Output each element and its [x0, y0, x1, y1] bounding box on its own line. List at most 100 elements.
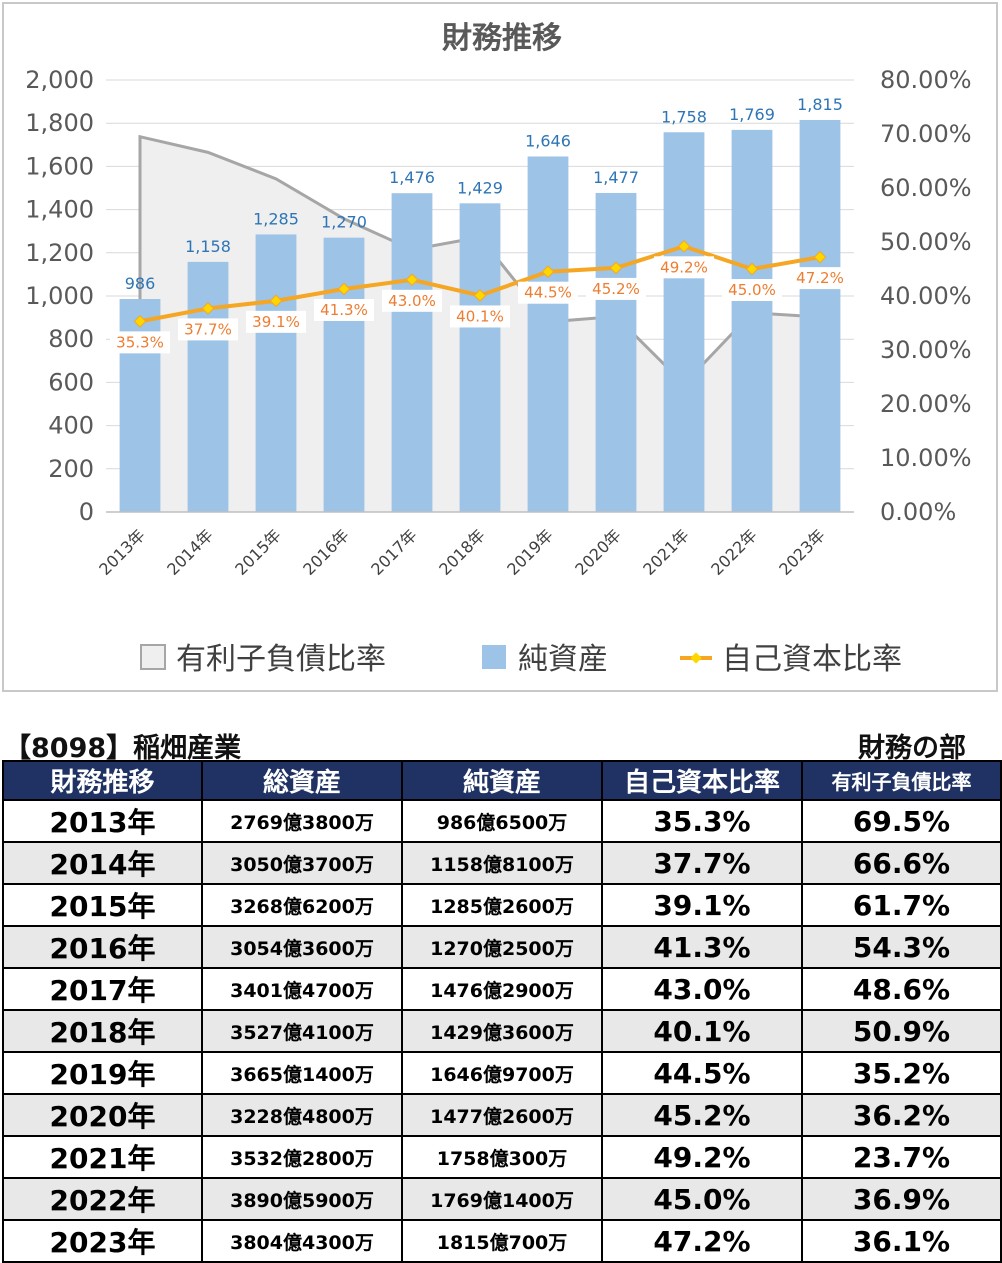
table-cell: 2014年 [2, 841, 203, 885]
table-row: 2022年 3890億5900万 1769億1400万 45.0% 36.9% [2, 1177, 1002, 1221]
table-cell: 1270億2500万 [401, 925, 603, 969]
table-cell: 1285億2600万 [401, 883, 603, 927]
bar-net-assets [391, 193, 433, 512]
header-cell: 財務推移 [2, 760, 203, 801]
line-marker [677, 239, 691, 253]
line-data-label: 45.2% [592, 280, 640, 298]
line-marker [609, 261, 623, 275]
table-cell: 2020年 [2, 1093, 203, 1137]
y-left-tick-label: 0 [79, 498, 94, 526]
bar-data-label: 1,429 [457, 178, 503, 197]
line-marker [201, 302, 215, 315]
y-left-tick-label: 1,000 [25, 282, 94, 310]
financial-table: 財務推移 総資産 純資産 自己資本比率 有利子負債比率 2013年 2769億38… [2, 760, 1002, 1263]
y-left-tick-label: 800 [48, 325, 94, 353]
line-marker [541, 265, 555, 279]
table-cell: 2019年 [2, 1051, 203, 1095]
bar-net-assets [595, 192, 637, 512]
y-left-tick-label: 1,600 [25, 152, 94, 180]
table-cell: 48.6% [801, 967, 1002, 1011]
legend-marker-equity-ratio [690, 652, 702, 664]
legend-label-equity-ratio: 自己資本比率 [722, 642, 902, 677]
table-cell: 40.1% [601, 1009, 803, 1053]
line-marker [133, 315, 147, 328]
header-cell: 総資産 [201, 760, 403, 801]
table-cell: 2769億3800万 [201, 799, 403, 843]
header-cell: 純資産 [401, 760, 603, 801]
x-tick-label: 2013年 [95, 525, 149, 579]
table-cell: 36.2% [801, 1093, 1002, 1137]
bar-net-assets [731, 129, 773, 512]
section-title: 財務の部 [858, 733, 966, 764]
table-cell: 3804億4300万 [201, 1219, 403, 1263]
table-cell: 45.0% [601, 1177, 803, 1221]
y-right-tick-label: 0.00% [880, 498, 956, 526]
header-cell: 自己資本比率 [601, 760, 803, 801]
table-cell: 3527億4100万 [201, 1009, 403, 1053]
x-tick-label: 2022年 [707, 525, 761, 579]
company-name: 【8098】稲畑産業 [4, 733, 242, 764]
line-marker [813, 250, 827, 264]
table-cell: 2013年 [2, 799, 203, 843]
table-cell: 3268億6200万 [201, 883, 403, 927]
x-tick-label: 2015年 [231, 525, 285, 579]
table-cell: 2017年 [2, 967, 203, 1011]
table-row: 2017年 3401億4700万 1476億2900万 43.0% 48.6% [2, 967, 1002, 1011]
table-cell: 3054億3600万 [201, 925, 403, 969]
y-left-tick-label: 1,200 [25, 239, 94, 267]
table-cell: 2022年 [2, 1177, 203, 1221]
table-cell: 1429億3600万 [401, 1009, 603, 1053]
line-data-label: 47.2% [796, 269, 844, 287]
line-marker [745, 262, 759, 276]
line-label-bg [246, 310, 306, 333]
table-row: 2021年 3532億2800万 1758億300万 49.2% 23.7% [2, 1135, 1002, 1179]
table-row: 2018年 3527億4100万 1429億3600万 40.1% 50.9% [2, 1009, 1002, 1053]
x-tick-label: 2017年 [367, 525, 421, 579]
y-left-tick-label: 600 [48, 368, 94, 396]
line-label-bg [178, 318, 238, 341]
y-left-tick-label: 1,800 [25, 109, 94, 137]
table-cell: 39.1% [601, 883, 803, 927]
y-right-tick-label: 80.00% [880, 66, 972, 94]
table-cell: 43.0% [601, 967, 803, 1011]
table-cell: 66.6% [801, 841, 1002, 885]
line-label-bg [314, 298, 374, 321]
bar-data-label: 1,270 [321, 213, 367, 232]
y-right-tick-label: 10.00% [880, 444, 972, 472]
line-label-bg [654, 256, 714, 279]
table-row: 2016年 3054億3600万 1270億2500万 41.3% 54.3% [2, 925, 1002, 969]
table-cell: 36.1% [801, 1219, 1002, 1263]
table-row: 2013年 2769億3800万 986億6500万 35.3% 69.5% [2, 799, 1002, 843]
table-cell: 1758億300万 [401, 1135, 603, 1179]
table-cell: 3532億2800万 [201, 1135, 403, 1179]
table-cell: 37.7% [601, 841, 803, 885]
table-row: 2019年 3665億1400万 1646億9700万 44.5% 35.2% [2, 1051, 1002, 1095]
line-label-bg [722, 279, 782, 301]
line-data-label: 45.0% [728, 281, 776, 299]
table-cell: 69.5% [801, 799, 1002, 843]
y-right-tick-label: 30.00% [880, 336, 972, 364]
table-cell: 45.2% [601, 1093, 803, 1137]
table-cell: 3890億5900万 [201, 1177, 403, 1221]
x-tick-label: 2016年 [299, 525, 353, 579]
bar-data-label: 1,815 [797, 95, 843, 114]
bar-data-label: 1,477 [593, 168, 639, 187]
line-marker [405, 273, 419, 287]
table-cell: 23.7% [801, 1135, 1002, 1179]
table-cell: 3050億3700万 [201, 841, 403, 885]
table-cell: 3401億4700万 [201, 967, 403, 1011]
table-cell: 1646億9700万 [401, 1051, 603, 1095]
table-row: 2014年 3050億3700万 1158億8100万 37.7% 66.6% [2, 841, 1002, 885]
table-cell: 61.7% [801, 883, 1002, 927]
bar-data-label: 1,476 [389, 168, 435, 187]
bar-net-assets [799, 119, 841, 513]
table-row: 2015年 3268億6200万 1285億2600万 39.1% 61.7% [2, 883, 1002, 927]
y-right-tick-label: 50.00% [880, 228, 972, 256]
table-cell: 44.5% [601, 1051, 803, 1095]
y-left-tick-label: 400 [48, 412, 94, 440]
line-data-label: 44.5% [524, 284, 572, 302]
table-header-row: 財務推移 総資産 純資産 自己資本比率 有利子負債比率 [2, 760, 1002, 801]
line-marker [337, 282, 351, 296]
legend-swatch-net-assets [482, 645, 506, 669]
y-left-tick-label: 200 [48, 455, 94, 483]
